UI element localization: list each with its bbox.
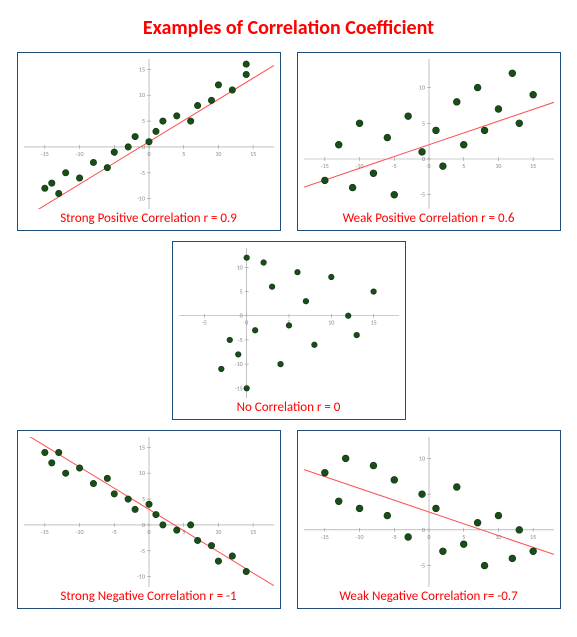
svg-text:10: 10 bbox=[495, 533, 501, 541]
svg-text:5: 5 bbox=[182, 528, 185, 536]
svg-text:0: 0 bbox=[427, 533, 430, 541]
svg-text:15: 15 bbox=[370, 319, 376, 327]
svg-text:-5: -5 bbox=[420, 562, 425, 570]
chart-no-corr: -5051015-15-10-50510 bbox=[179, 248, 399, 398]
svg-text:10: 10 bbox=[328, 319, 334, 327]
svg-text:-15: -15 bbox=[320, 162, 328, 170]
panel-weak-neg: -15-10-5051015-50510Weak Negative Correl… bbox=[297, 430, 561, 609]
svg-text:10: 10 bbox=[418, 454, 424, 462]
svg-text:-15: -15 bbox=[40, 528, 48, 536]
svg-text:-5: -5 bbox=[237, 336, 242, 344]
chart-weak-pos: -15-10-5051015-50510 bbox=[304, 59, 554, 209]
svg-text:-10: -10 bbox=[75, 528, 83, 536]
svg-text:0: 0 bbox=[239, 312, 242, 320]
svg-text:-5: -5 bbox=[140, 547, 145, 555]
svg-text:10: 10 bbox=[138, 469, 144, 477]
svg-text:-5: -5 bbox=[391, 162, 396, 170]
caption-weak-pos: Weak Positive Correlation r = 0.6 bbox=[304, 211, 554, 226]
chart-row: -5051015-15-10-50510No Correlation r = 0 bbox=[10, 241, 567, 420]
svg-text:0: 0 bbox=[147, 528, 150, 536]
svg-text:0: 0 bbox=[141, 521, 144, 529]
caption-no-corr: No Correlation r = 0 bbox=[179, 400, 399, 415]
svg-text:10: 10 bbox=[495, 162, 501, 170]
svg-text:5: 5 bbox=[239, 288, 242, 296]
svg-text:15: 15 bbox=[138, 443, 144, 451]
svg-text:10: 10 bbox=[236, 263, 242, 271]
chart-row: -15 -10 -5 0 5 10 15 -10 -5 0 5 10 15 Strong Positive… bbox=[10, 52, 567, 231]
chart-strong-neg: -15 -10 -5 0 5 10 15 -10 -5 0 5 10 15 bbox=[24, 437, 274, 587]
svg-text:15: 15 bbox=[530, 162, 536, 170]
chart-row: -15 -10 -5 0 5 10 15 -10 -5 0 5 10 15 Strong Negative… bbox=[10, 430, 567, 609]
svg-text:5: 5 bbox=[182, 150, 185, 158]
svg-text:-5: -5 bbox=[140, 169, 145, 177]
page-title: Examples of Correlation Coefficient bbox=[10, 16, 567, 40]
svg-text:-10: -10 bbox=[137, 195, 145, 203]
svg-text:15: 15 bbox=[530, 533, 536, 541]
svg-text:5: 5 bbox=[462, 533, 465, 541]
panel-strong-neg: -15 -10 -5 0 5 10 15 -10 -5 0 5 10 15 Strong Negative… bbox=[17, 430, 281, 609]
svg-text:0: 0 bbox=[245, 319, 248, 327]
svg-text:-10: -10 bbox=[75, 150, 83, 158]
caption-weak-neg: Weak Negative Correlation r= -0.7 bbox=[304, 589, 554, 604]
svg-text:5: 5 bbox=[421, 119, 424, 127]
svg-text:-10: -10 bbox=[234, 360, 242, 368]
svg-text:-15: -15 bbox=[40, 150, 48, 158]
svg-text:10: 10 bbox=[215, 528, 221, 536]
svg-text:15: 15 bbox=[250, 150, 256, 158]
svg-text:5: 5 bbox=[462, 162, 465, 170]
svg-text:5: 5 bbox=[141, 495, 144, 503]
svg-text:-15: -15 bbox=[320, 533, 328, 541]
panels-container: -15 -10 -5 0 5 10 15 -10 -5 0 5 10 15 Strong Positive… bbox=[10, 52, 567, 609]
svg-text:-5: -5 bbox=[420, 191, 425, 199]
svg-text:15: 15 bbox=[138, 65, 144, 73]
panel-strong-pos: -15-10-5051015-10-5051015Strong Positive… bbox=[17, 52, 281, 231]
chart-strong-pos: -15-10-5051015-10-5051015 bbox=[24, 59, 274, 209]
svg-text:15: 15 bbox=[250, 528, 256, 536]
chart-weak-neg: -15-10-5051015-50510 bbox=[304, 437, 554, 587]
panel-no-corr: -5051015-15-10-50510No Correlation r = 0 bbox=[172, 241, 406, 420]
svg-text:0: 0 bbox=[421, 526, 424, 534]
svg-text:-10: -10 bbox=[137, 573, 145, 581]
svg-text:-15: -15 bbox=[234, 384, 242, 392]
svg-text:-10: -10 bbox=[355, 533, 363, 541]
svg-text:-5: -5 bbox=[391, 533, 396, 541]
svg-text:-5: -5 bbox=[111, 528, 116, 536]
svg-text:5: 5 bbox=[141, 117, 144, 125]
svg-text:10: 10 bbox=[418, 84, 424, 92]
svg-text:10: 10 bbox=[215, 150, 221, 158]
svg-text:-5: -5 bbox=[201, 319, 206, 327]
panel-weak-pos: -15-10-5051015-50510Weak Positive Correl… bbox=[297, 52, 561, 231]
caption-strong-pos: Strong Positive Correlation r = 0.9 bbox=[24, 211, 274, 226]
caption-strong-neg: Strong Negative Correlation r = -1 bbox=[24, 589, 274, 604]
svg-text:0: 0 bbox=[427, 162, 430, 170]
svg-text:0: 0 bbox=[421, 155, 424, 163]
svg-text:10: 10 bbox=[138, 91, 144, 99]
svg-text:0: 0 bbox=[147, 150, 150, 158]
